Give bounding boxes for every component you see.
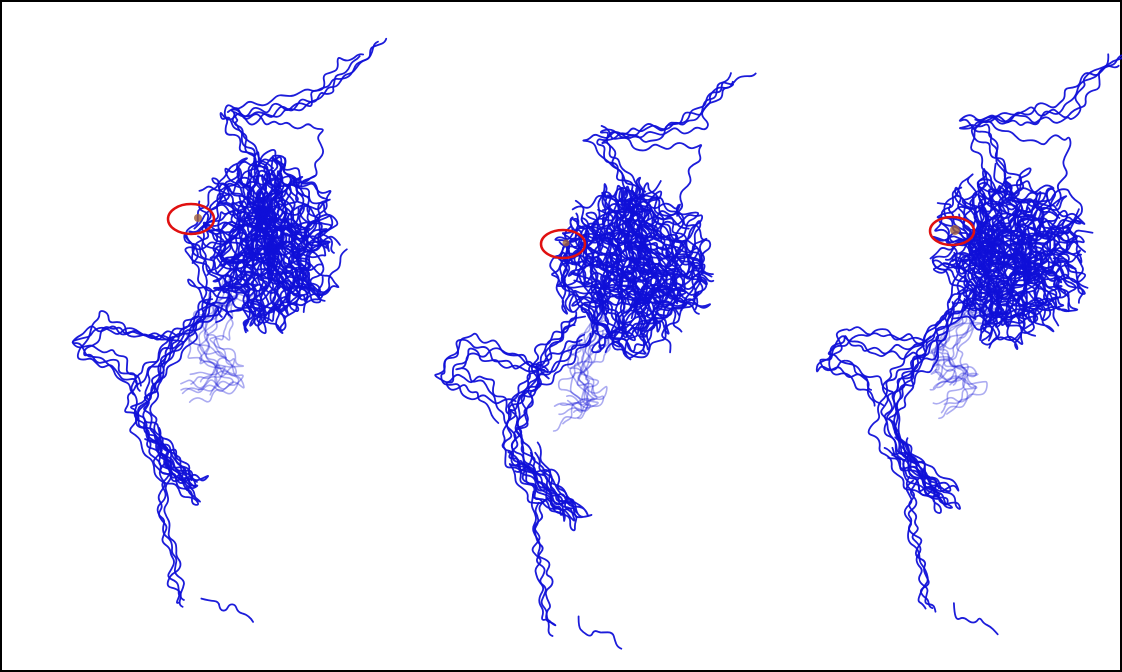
- ligand: [950, 225, 960, 235]
- ligand: [194, 214, 202, 222]
- figure: [0, 0, 1122, 672]
- ligand: [563, 240, 570, 247]
